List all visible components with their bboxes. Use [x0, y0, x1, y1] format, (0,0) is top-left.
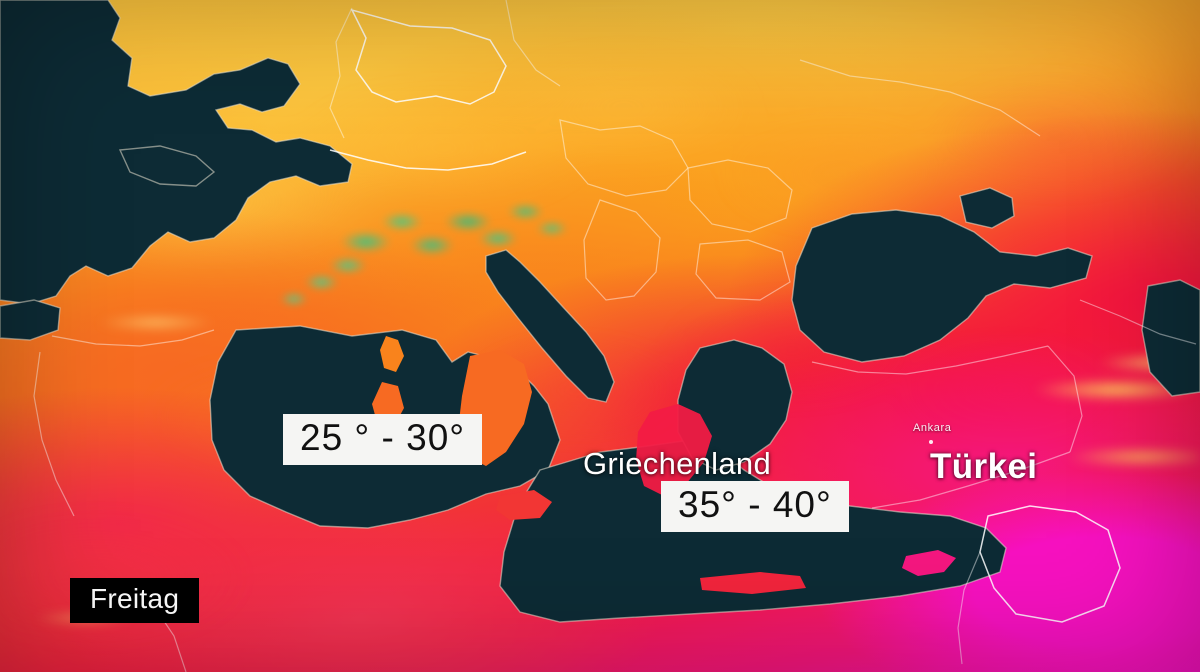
sea-of-azov: [959, 187, 1015, 229]
border-france-spain: [51, 329, 215, 347]
land-cyprus: [902, 550, 956, 576]
country-label-greece: Griechenland: [583, 446, 771, 481]
sea-black-sea: [791, 209, 1093, 363]
land-crete: [700, 572, 806, 594]
border-turkey-east: [1047, 345, 1083, 453]
sea-biscay: [0, 299, 61, 341]
border-alps-north: [329, 149, 527, 171]
border-germany-west: [329, 7, 353, 139]
border-lebanon-israel: [957, 551, 981, 665]
city-label-ankara: Ankara: [913, 422, 952, 434]
border-czech: [350, 8, 507, 105]
city-marker-dot-ankara: [929, 440, 933, 444]
sea-notch-corsica: [380, 336, 404, 372]
border-bulgaria: [695, 239, 791, 301]
temperature-callout-greece: 35° - 40°: [661, 481, 849, 532]
border-syria: [979, 505, 1121, 623]
land-greece-peninsula: [636, 404, 712, 496]
border-romania: [687, 159, 793, 233]
country-label-turkey: Türkei: [930, 447, 1038, 486]
border-caucasus: [1079, 299, 1197, 345]
border-poland-east: [505, 0, 561, 87]
sea-adriatic: [485, 249, 615, 403]
day-banner: Freitag: [70, 578, 200, 623]
border-iberia-portugal: [33, 351, 75, 517]
land-sicily: [496, 490, 552, 520]
sea-caspian: [1141, 279, 1200, 397]
border-turkey-north: [811, 345, 1049, 375]
sea-channel: [118, 145, 216, 187]
border-turkey-south: [871, 451, 1071, 509]
temperature-callout-west-mediterranean: 25 ° - 30°: [283, 414, 483, 465]
border-ukraine: [799, 59, 1041, 137]
border-balkans: [583, 199, 661, 301]
border-hungary: [559, 119, 689, 197]
